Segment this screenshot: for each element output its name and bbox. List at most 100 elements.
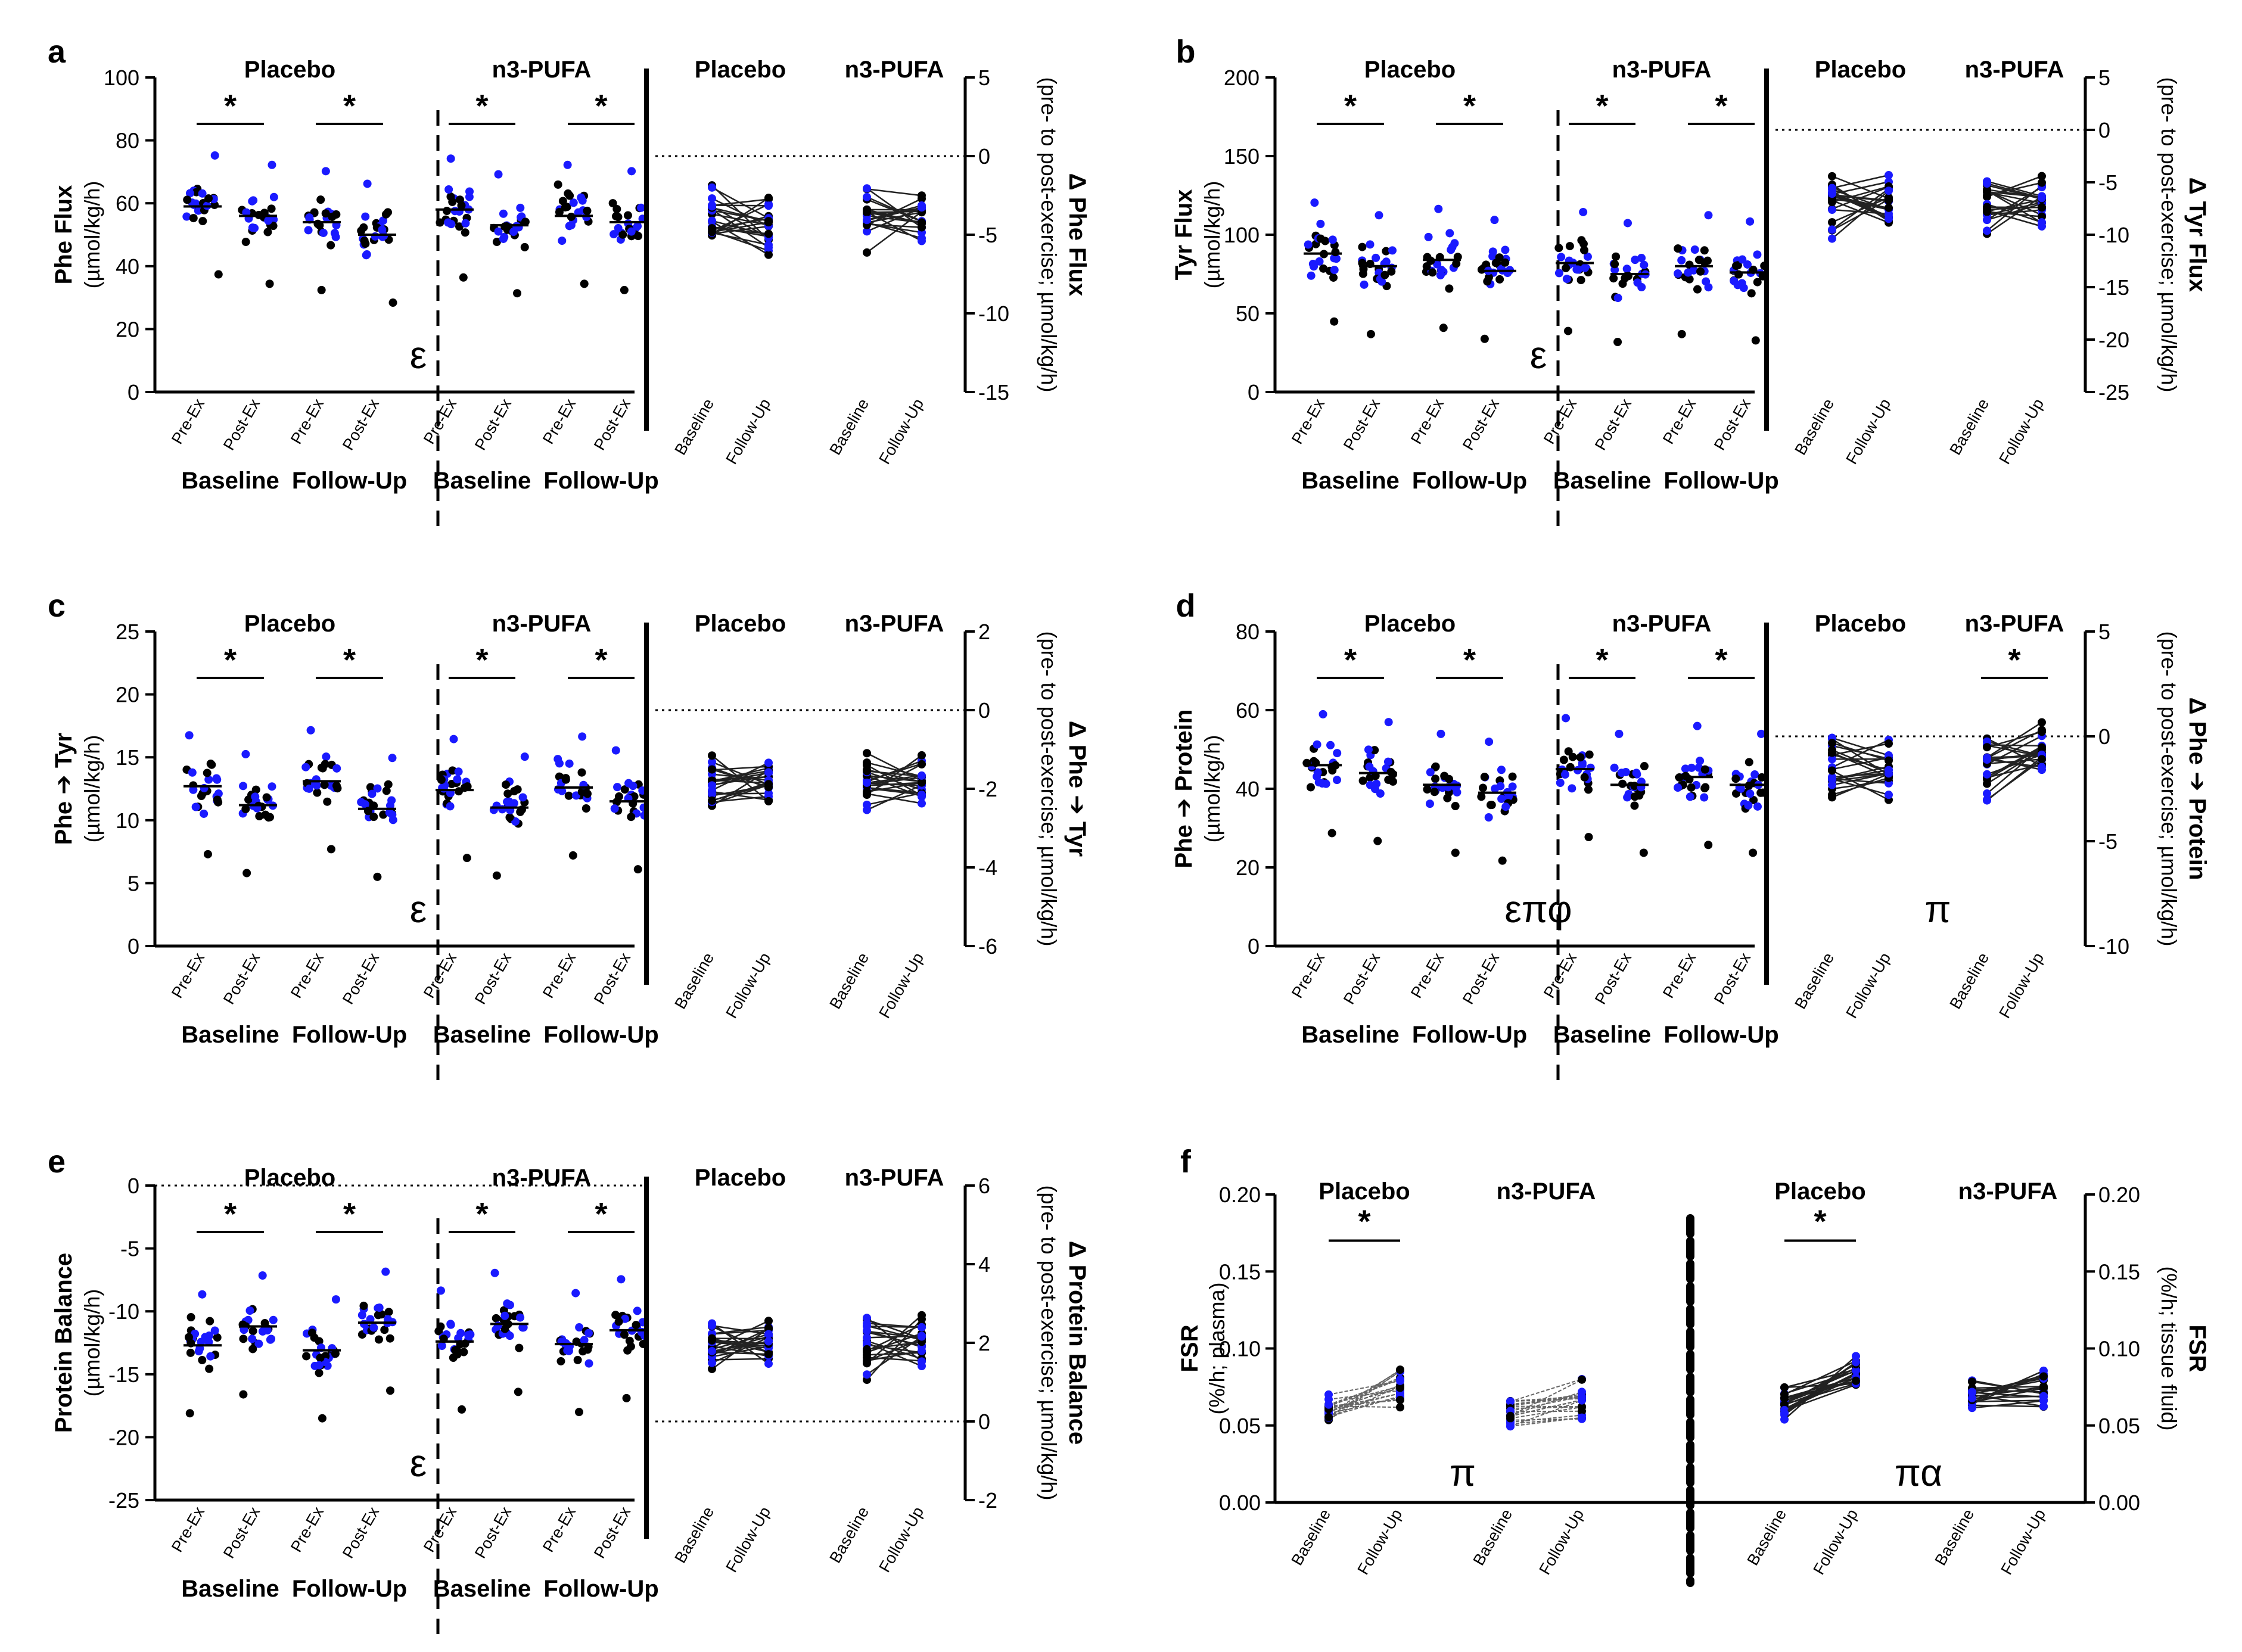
- data-point: [446, 802, 455, 811]
- data-point: [1382, 257, 1391, 266]
- data-point: [307, 1329, 316, 1337]
- data-point: [1746, 217, 1755, 226]
- data-point: [1687, 763, 1696, 772]
- data-point: [1700, 793, 1709, 802]
- data-point: [1701, 783, 1710, 792]
- data-point: [459, 273, 468, 282]
- data-point: [1968, 1377, 1976, 1386]
- data-point: [1885, 196, 1893, 205]
- data-point: [462, 854, 471, 863]
- paired-line: [866, 1336, 922, 1376]
- data-point: [1983, 743, 1991, 752]
- data-point: [1828, 793, 1836, 802]
- data-point: [239, 1334, 248, 1343]
- time-label: Follow-Up: [1412, 468, 1527, 494]
- x-tick-label: Follow-Up: [1809, 1506, 1861, 1578]
- data-point: [1749, 848, 1758, 857]
- data-point: [1384, 775, 1393, 784]
- right-x-tick-label: Baseline: [1946, 396, 1992, 458]
- panel-label: f: [1180, 1144, 1192, 1180]
- data-point: [1501, 245, 1510, 254]
- data-point: [558, 237, 567, 245]
- data-point: [319, 228, 328, 237]
- data-point: [1396, 1375, 1404, 1384]
- data-point: [1384, 718, 1393, 727]
- data-point: [1508, 772, 1517, 781]
- significance-star: *: [343, 88, 356, 124]
- data-point: [265, 279, 274, 288]
- data-point: [1324, 1400, 1333, 1409]
- data-point: [239, 1390, 248, 1399]
- paired-line: [711, 1327, 769, 1370]
- data-point: [614, 1317, 623, 1326]
- right-x-tick-label: Baseline: [1791, 396, 1837, 458]
- significance-star: *: [343, 642, 356, 678]
- data-point: [1885, 791, 1893, 799]
- paired-line: [1510, 1399, 1582, 1427]
- paired-line: [1986, 738, 2042, 767]
- data-point: [582, 804, 590, 813]
- data-point: [1332, 776, 1341, 785]
- paired-line: [1831, 181, 1889, 195]
- y-tick-label: 60: [116, 191, 139, 216]
- data-point: [205, 1364, 214, 1373]
- data-point: [764, 1330, 773, 1339]
- paired-line: [711, 795, 769, 803]
- x-tick-label: Post-Ex: [1711, 396, 1754, 453]
- data-point: [213, 775, 222, 784]
- significance-star: *: [475, 1196, 488, 1232]
- paired-line: [1831, 752, 1889, 778]
- y-tick-label: 40: [116, 254, 139, 279]
- right-y-tick-label: 0.05: [2098, 1414, 2140, 1438]
- data-point: [1584, 833, 1593, 842]
- time-label: Baseline: [181, 1576, 279, 1602]
- data-point: [1562, 275, 1571, 284]
- data-point: [384, 1308, 393, 1317]
- data-point: [1439, 323, 1448, 332]
- right-group-header-placebo: Placebo: [1815, 57, 1906, 83]
- x-tick-label: Pre-Ex: [1407, 950, 1447, 1001]
- data-point: [1674, 244, 1683, 253]
- x-tick-label: Post-Ex: [590, 396, 634, 453]
- data-point: [764, 780, 773, 789]
- data-point: [863, 192, 871, 201]
- data-point: [1496, 782, 1505, 791]
- data-point: [918, 778, 926, 787]
- data-point: [519, 1323, 528, 1332]
- data-point: [1562, 263, 1571, 272]
- time-label: Follow-Up: [292, 1576, 407, 1602]
- x-tick-label: Post-Ex: [220, 1504, 263, 1561]
- paired-line: [711, 1351, 769, 1355]
- data-point: [1581, 263, 1590, 272]
- data-point: [1306, 783, 1315, 792]
- data-point: [1610, 763, 1619, 772]
- right-x-tick-label: Follow-Up: [1995, 950, 2047, 1021]
- data-point: [764, 797, 773, 805]
- data-point: [1585, 750, 1594, 759]
- paired-line: [1831, 188, 1889, 231]
- right-y-tick-label: 5: [978, 66, 990, 90]
- data-point: [1828, 189, 1836, 198]
- data-point: [863, 778, 871, 787]
- paired-line: [866, 222, 922, 239]
- data-point: [918, 760, 926, 769]
- paired-line: [711, 217, 769, 229]
- data-point: [2038, 763, 2046, 771]
- y-tick-label: 0.20: [1219, 1183, 1261, 1207]
- right-x-tick-label: Follow-Up: [875, 950, 927, 1021]
- data-point: [1327, 763, 1336, 771]
- data-point: [708, 183, 716, 192]
- data-point: [304, 226, 313, 235]
- time-label: Baseline: [1553, 468, 1652, 494]
- data-point: [575, 1323, 584, 1332]
- data-point: [620, 785, 629, 794]
- data-point: [918, 790, 926, 799]
- y-tick-label: 150: [1224, 144, 1260, 169]
- data-point: [611, 212, 620, 221]
- paired-line: [1784, 1380, 1857, 1399]
- data-point: [1637, 283, 1646, 292]
- y-tick-label: 50: [1236, 301, 1260, 326]
- data-point: [563, 1346, 572, 1355]
- data-point: [2038, 172, 2046, 181]
